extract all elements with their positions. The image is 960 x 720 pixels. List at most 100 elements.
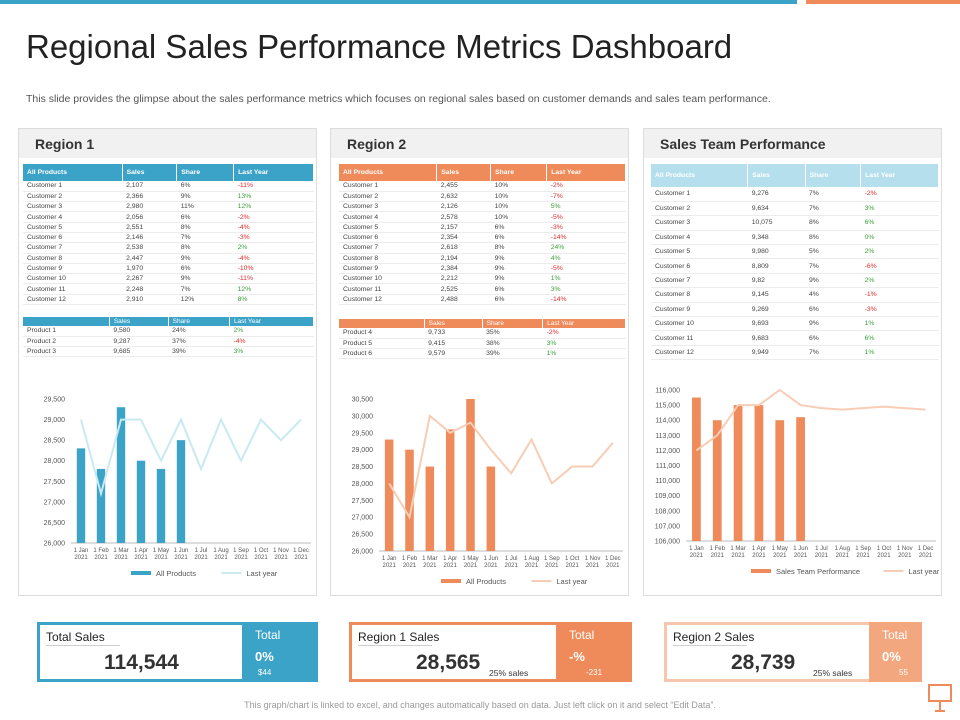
table-cell: -2% (542, 328, 626, 339)
table-row: Customer 7 9,82 9% 2% (651, 273, 939, 289)
y-tick-label: 30,000 (352, 413, 374, 420)
y-tick-label: 108,000 (655, 508, 680, 515)
x-tick-label-year: 2021 (443, 563, 457, 569)
y-tick-label: 27,500 (352, 498, 374, 505)
table-cell: 13% (233, 191, 314, 203)
table-cell: 9,980 (747, 244, 806, 260)
y-tick-label: 106,000 (655, 539, 680, 546)
table-cell: -4% (233, 222, 314, 233)
table-cell: Customer 9 (23, 263, 123, 275)
table-cell: 1% (860, 316, 939, 332)
table-row: Customer 2 2,632 10% -7% (339, 191, 626, 203)
table-cell: 12% (233, 283, 314, 295)
column-header: Last Year (229, 317, 315, 326)
table-cell: 9% (805, 273, 861, 289)
table-cell: 9,415 (424, 338, 483, 350)
table-cell: Customer 4 (651, 230, 748, 246)
table-cell: 38% (482, 338, 543, 350)
table-row: Customer 10 2,212 9% 1% (339, 273, 626, 285)
x-tick-label: 1 Apr (134, 548, 148, 554)
x-tick-label-year: 2021 (194, 555, 208, 561)
table-cell: 9,683 (747, 330, 806, 346)
table-cell: Product 2 (23, 336, 110, 348)
table-cell: 9% (176, 273, 234, 285)
table-cell: Customer 9 (651, 302, 748, 318)
x-tick-label-year: 2021 (154, 555, 168, 561)
y-tick-label: 28,000 (352, 481, 374, 488)
table-row: Customer 6 8,809 7% -6% (651, 258, 939, 274)
x-tick-label: 1 Nov (897, 546, 913, 552)
column-header (339, 319, 425, 328)
column-header: Last Year (860, 164, 939, 187)
table-cell: 3% (229, 346, 314, 358)
legend-label: Sales Team Performance (776, 567, 860, 576)
table-cell: -4% (233, 253, 314, 264)
table-cell: Customer 1 (651, 187, 748, 202)
table-row: Customer 10 9,693 9% 1% (651, 316, 939, 332)
table-cell: 8% (805, 230, 861, 246)
region1-panel: Region 1 All Products Sales Share Last Year… (18, 128, 317, 596)
table-cell: -14% (546, 294, 626, 306)
bar (775, 420, 785, 541)
table-cell: Customer 8 (651, 287, 748, 303)
table-cell: 9,949 (747, 345, 806, 361)
x-tick-label: 1 Jan (689, 546, 704, 552)
bar (733, 405, 743, 541)
kpi-divider (673, 645, 747, 646)
table-cell: 8% (490, 242, 547, 254)
table-cell: Customer 12 (651, 345, 748, 361)
table-cell: 9,580 (109, 326, 169, 337)
table-cell: Customer 1 (23, 181, 123, 192)
x-tick-label-year: 2021 (174, 555, 188, 561)
x-tick-label-year: 2021 (752, 553, 766, 559)
table-cell: 10% (490, 211, 547, 223)
table-cell: Customer 6 (23, 232, 123, 244)
x-tick-label-year: 2021 (274, 555, 288, 561)
bar (384, 439, 394, 551)
x-tick-label: 1 Mar (113, 548, 128, 554)
bar (156, 468, 166, 543)
table-row: Product 2 9,287 37% -4% (23, 336, 314, 348)
y-tick-label: 27,000 (352, 515, 374, 522)
x-tick-label-year: 2021 (773, 553, 787, 559)
table-cell: Customer 6 (651, 258, 748, 274)
kpi-pct: 25% sales (813, 668, 853, 678)
x-tick-label-year: 2021 (484, 563, 498, 569)
table-cell: 6% (805, 302, 861, 318)
x-tick-label-year: 2021 (815, 553, 829, 559)
x-tick-label-year: 2021 (504, 563, 518, 569)
x-tick-label: 1 May (462, 556, 478, 562)
table-cell: 37% (168, 336, 230, 348)
x-tick-label-year: 2021 (794, 553, 808, 559)
table-row: Customer 5 9,980 5% 2% (651, 244, 939, 260)
table-cell: 2% (860, 273, 939, 289)
table-row: Customer 12 2,910 12% 8% (23, 294, 314, 306)
bar (136, 460, 146, 543)
table-row: Customer 2 9,634 7% 3% (651, 201, 939, 217)
table-row: Customer 4 2,578 10% -5% (339, 211, 626, 223)
table-row: Customer 11 2,525 6% 3% (339, 283, 626, 295)
table-row: Customer 5 2,157 6% -3% (339, 222, 626, 233)
table-cell: 7% (805, 345, 861, 361)
table-cell: 1% (542, 348, 626, 360)
x-tick-label-year: 2021 (606, 563, 620, 569)
table-cell: -14% (546, 232, 626, 244)
kpi-label: Total Sales (46, 630, 105, 644)
table-row: Customer 9 9,269 6% -3% (651, 302, 939, 318)
table-cell: 2% (860, 244, 939, 260)
table-cell: 5% (546, 201, 626, 213)
footer-note: This graph/chart is linked to excel, and… (244, 700, 716, 710)
y-tick-label: 111,000 (656, 463, 680, 470)
column-header: Last Year (546, 164, 626, 181)
table-cell: -5% (546, 263, 626, 275)
y-tick-label: 116,000 (655, 388, 680, 395)
table-cell: 9% (490, 253, 547, 264)
table-header-row: All Products Sales Share Last Year (339, 164, 626, 181)
table-row: Customer 8 9,145 4% -1% (651, 287, 939, 303)
table-row: Customer 10 2,267 9% -11% (23, 273, 314, 285)
table-row: Customer 3 2,980 11% 12% (23, 201, 314, 213)
table-row: Customer 12 2,488 6% -14% (339, 294, 626, 306)
x-tick-label: 1 Dec (918, 546, 934, 552)
x-tick-label: 1 Jul (505, 556, 518, 562)
kpi-side-title: Total (569, 628, 595, 642)
